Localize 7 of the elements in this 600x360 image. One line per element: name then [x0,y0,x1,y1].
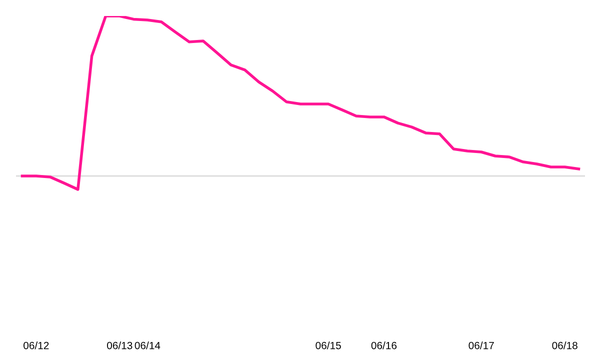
x-tick-label: 06/12 [24,342,49,350]
x-tick-label: 06/15 [316,342,341,350]
x-tick-label: 06/18 [552,342,578,350]
x-tick-label: 06/16 [371,342,397,350]
x-tick-label: 06/13 [107,342,132,350]
x-tick-label: 06/17 [468,342,494,350]
x-tick-label: 06/14 [134,342,160,350]
